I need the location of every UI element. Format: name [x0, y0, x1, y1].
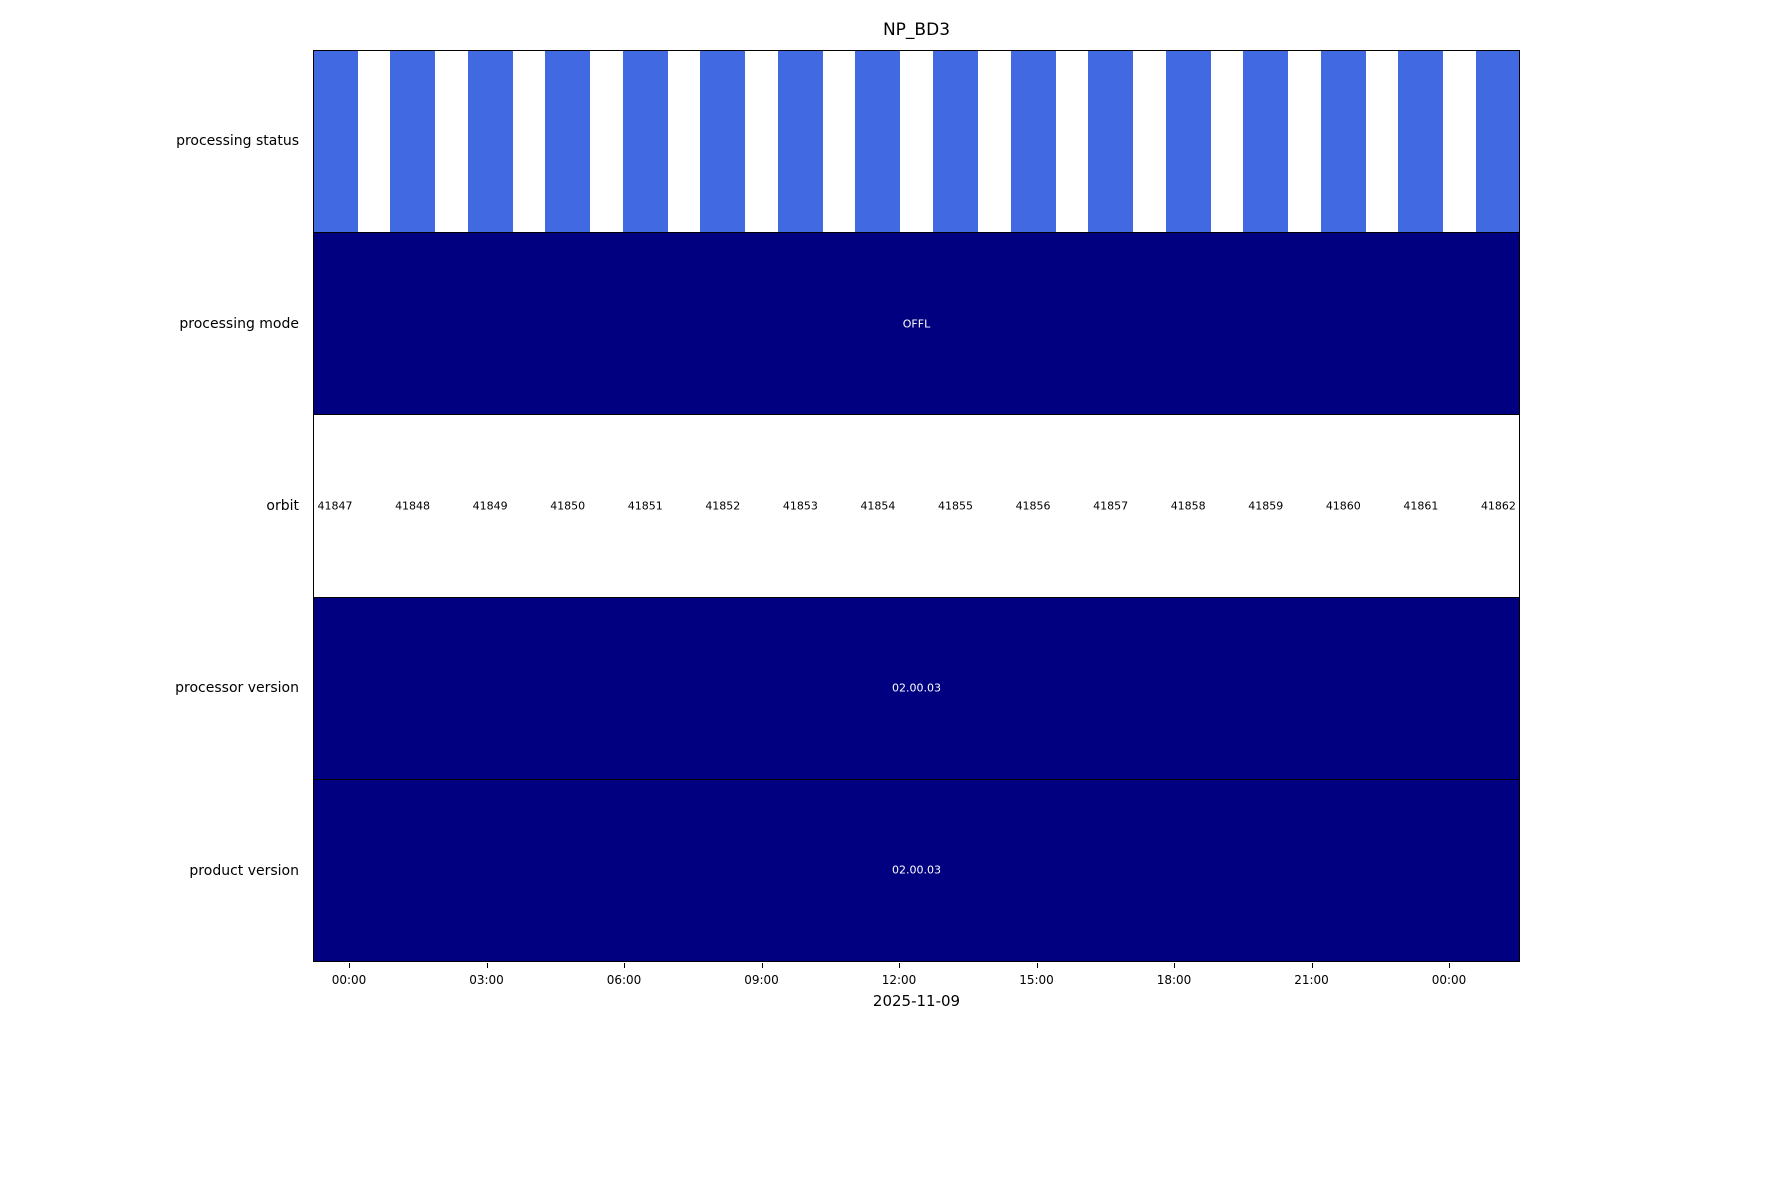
status-bar [622, 51, 668, 233]
orbit-number: 41859 [1248, 499, 1284, 513]
orbit-number: 41853 [782, 499, 818, 513]
x-axis: 00:00 03:00 06:00 09:00 12:00 15:00 18:00 21:00… [313, 962, 1520, 1004]
orbit-number: 41850 [550, 499, 586, 513]
x-tick-label: 21:00 [1294, 973, 1329, 987]
processing-mode-value: OFFL [902, 317, 931, 331]
product-version-value: 02.00.03 [892, 863, 941, 877]
orbit-number: 41860 [1325, 499, 1361, 513]
orbit-number: 41847 [317, 499, 353, 513]
row-label-product-version: product version [189, 862, 299, 879]
status-bar [467, 51, 513, 233]
x-tick-mark [761, 963, 763, 968]
row-label-orbit: orbit [266, 498, 299, 514]
status-bar [700, 51, 746, 233]
processor-version-row: 02.00.03 [314, 596, 1519, 779]
status-bar [1320, 51, 1366, 233]
x-tick-mark [349, 963, 350, 968]
status-bar [545, 51, 591, 233]
orbit-number: 41855 [938, 499, 973, 513]
x-tick-mark [1036, 963, 1038, 968]
status-bar [1398, 51, 1444, 233]
x-tick-mark [899, 963, 900, 968]
row-label-processing-mode: processing mode [179, 315, 299, 332]
x-tick-label: 00:00 [331, 973, 367, 987]
status-bar [1088, 51, 1134, 233]
orbit-number: 41862 [1480, 499, 1516, 513]
status-bar [390, 51, 436, 233]
orbit-number: 41858 [1170, 499, 1206, 513]
status-bar [314, 51, 358, 233]
status-bar [855, 51, 901, 233]
x-tick-label: 03:00 [469, 973, 504, 987]
processor-version-value: 02.00.03 [892, 681, 941, 695]
orbit-row: 41847 41848 41849 41850 41851 41852 41853 41854… [314, 414, 1519, 597]
x-tick-label: 15:00 [1019, 973, 1054, 987]
x-tick-mark [1174, 963, 1175, 968]
orbit-number: 41856 [1015, 499, 1051, 513]
x-axis-label: 2025-11-09 [872, 992, 961, 1010]
plot-area: OFFL 41847 41848 41849 41850 41851 41852 41853… [313, 50, 1520, 962]
status-bar [933, 51, 978, 233]
x-tick-mark [624, 963, 625, 968]
x-tick-label: 12:00 [881, 973, 917, 987]
orbit-number: 41852 [705, 499, 741, 513]
x-tick-label: 09:00 [744, 973, 779, 987]
x-tick-mark [1449, 963, 1450, 968]
row-label-processor-version: processor version [175, 680, 299, 697]
row-label-processing-status: processing status [176, 133, 299, 150]
status-bar [1165, 51, 1211, 233]
x-tick-mark [486, 963, 488, 968]
status-bar [1010, 51, 1056, 233]
orbit-number: 41861 [1403, 499, 1439, 513]
row-label-column: processing status processing mode orbit pro… [0, 50, 306, 962]
orbit-number: 41848 [395, 499, 431, 513]
x-tick-label: 18:00 [1156, 973, 1192, 987]
orbit-number: 41851 [627, 499, 663, 513]
processing-status-row [314, 51, 1519, 233]
x-tick-label: 00:00 [1431, 973, 1467, 987]
status-bar [777, 51, 823, 233]
product-version-row: 02.00.03 [314, 778, 1519, 962]
x-tick-mark [1311, 963, 1313, 968]
x-tick-label: 06:00 [606, 973, 642, 987]
orbit-number: 41854 [860, 499, 896, 513]
processing-mode-row: OFFL [314, 232, 1519, 415]
orbit-number: 41857 [1093, 499, 1129, 513]
status-bar [1243, 51, 1289, 233]
orbit-number: 41849 [472, 499, 508, 513]
status-bar [1475, 51, 1519, 233]
chart-title: NP_BD3 [882, 20, 951, 40]
